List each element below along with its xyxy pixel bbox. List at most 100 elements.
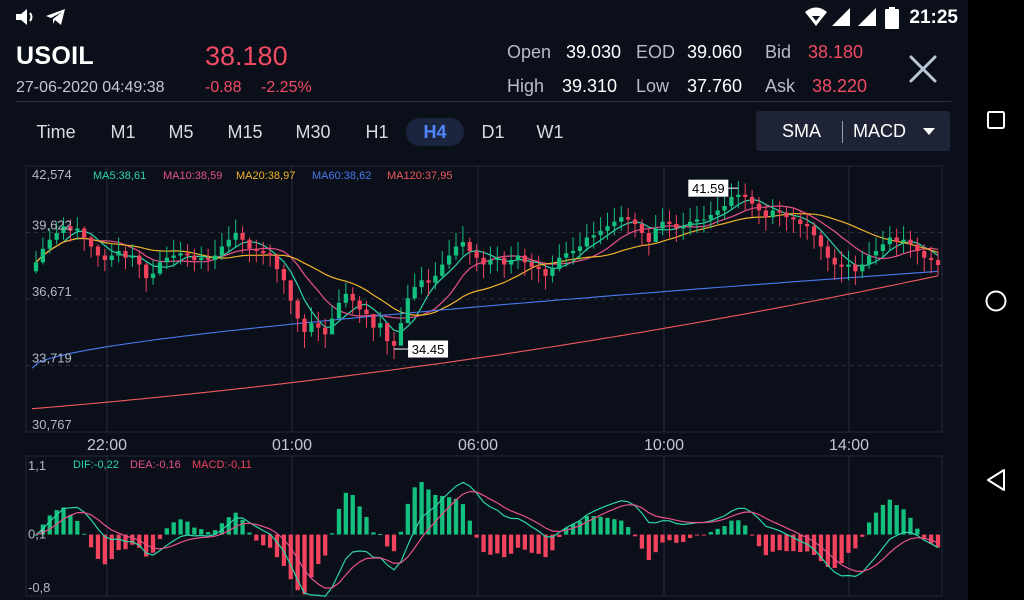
- candle-body: [474, 251, 479, 258]
- candle-body: [515, 255, 521, 261]
- macd-bar: [336, 508, 342, 535]
- candle-body: [157, 262, 163, 274]
- macd-bar: [928, 534, 934, 544]
- candle-body: [715, 210, 720, 215]
- tab-m5[interactable]: M5: [168, 122, 194, 142]
- macd-bar: [61, 507, 66, 535]
- candle-body: [102, 255, 107, 261]
- macd-bar: [667, 534, 672, 541]
- eod-value: 39.060: [687, 42, 743, 62]
- sub-indicator-label[interactable]: MACD: [853, 121, 906, 141]
- macd-bar: [612, 519, 617, 535]
- macd-bar: [88, 534, 94, 548]
- dea-line: [35, 490, 939, 589]
- candle-body: [453, 246, 459, 256]
- indicator-selector[interactable]: SMA MACD: [756, 111, 950, 151]
- macd-y-tick-label: 0,1: [28, 527, 46, 542]
- candle-body: [240, 233, 245, 240]
- candle-body: [123, 251, 128, 258]
- telegram-icon: [46, 9, 65, 25]
- macd-bar: [515, 534, 521, 548]
- close-icon[interactable]: [906, 52, 940, 86]
- candle-body: [440, 264, 445, 276]
- y-tick-label: 33,719: [32, 351, 72, 366]
- tab-m15[interactable]: M15: [227, 122, 263, 142]
- candle-body: [185, 253, 190, 256]
- tab-w1[interactable]: W1: [536, 122, 564, 142]
- candle-body: [557, 257, 562, 270]
- macd-y-tick-label: -0,8: [28, 580, 50, 595]
- candle-body: [853, 264, 858, 272]
- macd-bar: [185, 521, 190, 535]
- macd-bar: [798, 534, 803, 553]
- candle-body: [68, 226, 73, 231]
- candle-body: [336, 302, 342, 319]
- candle-body: [481, 257, 486, 265]
- macd-bar: [488, 534, 493, 555]
- macd-bar: [708, 531, 713, 535]
- macd-bar: [281, 534, 287, 566]
- macd-bar: [743, 525, 748, 535]
- home-icon[interactable]: [984, 289, 1008, 313]
- candle-body: [784, 212, 789, 218]
- candle-body: [632, 219, 638, 224]
- macd-bar: [274, 534, 280, 558]
- main-indicator-label[interactable]: SMA: [782, 121, 822, 141]
- macd-bar: [495, 534, 500, 554]
- ask-label: Ask: [765, 76, 796, 96]
- y-tick-label: 42,574: [32, 167, 72, 182]
- macd-bar: [935, 534, 941, 548]
- back-icon[interactable]: [985, 468, 1007, 492]
- macd-bar: [502, 534, 507, 558]
- candle-body: [233, 233, 238, 240]
- price-change: -0.88: [205, 79, 242, 96]
- ma-legend-item: MA60:38,62: [312, 170, 371, 182]
- macd-bar: [171, 522, 176, 535]
- recents-icon[interactable]: [986, 110, 1006, 130]
- high-value: 39.310: [562, 76, 618, 96]
- tab-m30[interactable]: M30: [295, 122, 331, 142]
- tab-time[interactable]: Time: [36, 122, 76, 142]
- macd-bar: [474, 534, 479, 538]
- macd-bar: [254, 534, 259, 541]
- candle-body: [674, 223, 679, 229]
- macd-bar: [880, 504, 886, 535]
- macd-bar: [316, 534, 321, 565]
- bid-value: 38.180: [808, 42, 864, 62]
- macd-bar: [212, 530, 218, 535]
- candle-body: [391, 341, 397, 346]
- candle-body: [860, 264, 865, 272]
- macd-bar: [577, 521, 583, 535]
- tab-d1[interactable]: D1: [481, 122, 505, 142]
- ma-legend-item: MA10:38,59: [163, 170, 222, 182]
- macd-bar: [446, 497, 452, 535]
- chart-labels: 42,574 39,622 36,671 33,719 30,767 22:00 01:00…: [28, 167, 869, 595]
- chevron-down-icon[interactable]: [923, 128, 935, 135]
- candle-body: [743, 194, 748, 197]
- macd-bar: [47, 515, 52, 535]
- candle-body: [192, 255, 197, 261]
- macd-bar: [75, 520, 80, 535]
- candle-body: [323, 327, 328, 335]
- macd-bar: [529, 534, 534, 553]
- macd-bar: [460, 504, 466, 535]
- candle-body: [75, 228, 80, 231]
- candle-body: [935, 260, 941, 265]
- timeframe-bar: Time M1 M5 M15 M30 H1 H4 D1 W1 SMA MACD: [0, 110, 968, 154]
- candle-body: [371, 314, 376, 328]
- tab-m1[interactable]: M1: [110, 122, 136, 142]
- tab-h1[interactable]: H1: [365, 122, 389, 142]
- signal-icon-2: [858, 8, 876, 26]
- candle-body: [309, 323, 314, 333]
- dif-line: [35, 481, 939, 597]
- candle-body: [653, 228, 658, 243]
- candle-body: [763, 210, 768, 218]
- tab-h4[interactable]: H4: [406, 118, 464, 146]
- status-clock: 21:25: [909, 7, 958, 28]
- volume-icon: [16, 9, 33, 25]
- open-value: 39.030: [566, 42, 622, 62]
- macd-bar: [763, 534, 768, 556]
- battery-icon: [885, 7, 899, 29]
- price-chart[interactable]: 42,574 39,622 36,671 33,719 30,767 22:00 01:00…: [0, 160, 968, 600]
- macd-bar: [729, 520, 734, 535]
